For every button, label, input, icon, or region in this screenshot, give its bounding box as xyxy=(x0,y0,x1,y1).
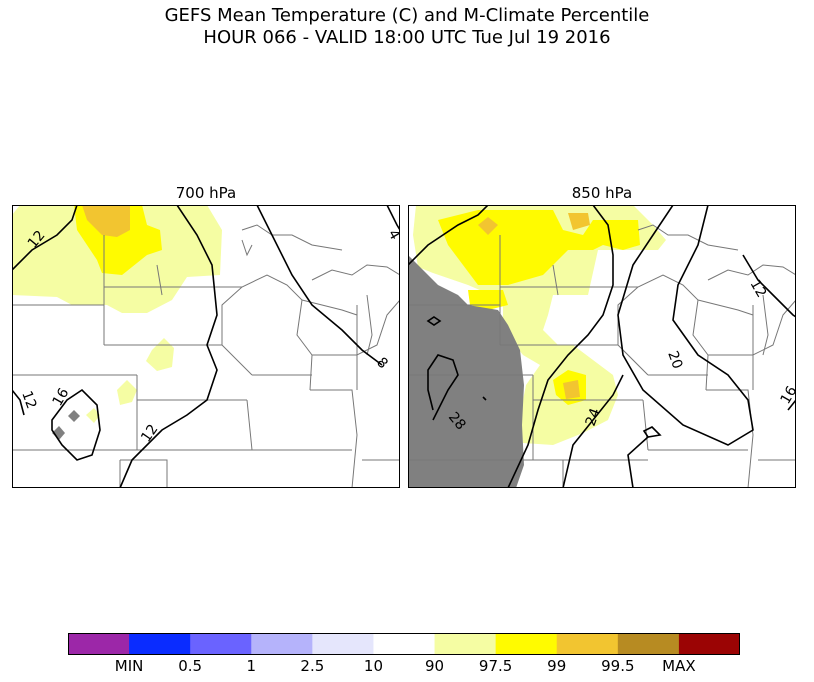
contour-label: 12 xyxy=(747,277,770,300)
colorbar-tick-label: 99 xyxy=(547,657,567,675)
shade-99-5-850-c xyxy=(563,380,580,399)
shade-99-5-700 xyxy=(82,205,130,237)
shade-97-5-700-b xyxy=(146,338,174,371)
temperature-contours-850 xyxy=(408,205,796,488)
figure-title-line2: HOUR 066 - VALID 18:00 UTC Tue Jul 19 20… xyxy=(203,27,611,48)
colorbar-bin xyxy=(190,633,252,655)
shade-97-5-700-c xyxy=(117,380,137,405)
percentile-shading-700 xyxy=(12,205,222,440)
colorbar-bin xyxy=(495,633,558,655)
contour-label: 12 xyxy=(18,389,39,411)
gray-terrain-850 xyxy=(408,255,524,488)
map-700hpa: 12 4 8 16 12 12 xyxy=(12,205,400,488)
contour-labels-850: 12 20 24 28 16 xyxy=(445,277,796,433)
gray-700 xyxy=(68,410,80,422)
colorbar-bin xyxy=(678,633,741,655)
colorbar-tick-label: 10 xyxy=(363,657,383,675)
contour-label: 16 xyxy=(50,385,73,409)
colorbar-bin xyxy=(556,633,619,655)
percentile-colorbar xyxy=(68,633,741,655)
gray-700-b xyxy=(52,426,65,440)
map-frame xyxy=(12,205,400,488)
shade-99-5-850 xyxy=(478,217,498,235)
colorbar-bin xyxy=(251,633,313,655)
colorbar-bin xyxy=(434,633,497,655)
colorbar-frame xyxy=(68,633,740,655)
colorbar-tick-label: 90 xyxy=(424,657,445,675)
temperature-contours-700 xyxy=(12,205,400,488)
colorbar-tick-label: 2.5 xyxy=(300,657,325,675)
colorbar-tick-label: MIN xyxy=(114,657,144,675)
map-850hpa: 12 20 24 28 16 xyxy=(408,205,796,488)
colorbar-tick-label: 99.5 xyxy=(601,657,635,675)
contour-label: 16 xyxy=(778,383,796,407)
colorbar-bin xyxy=(312,633,374,655)
colorbar-svg xyxy=(68,633,741,655)
contour-label: 24 xyxy=(583,406,604,428)
percentile-shading-850 xyxy=(408,205,666,488)
shade-97-5-700-d xyxy=(86,408,100,423)
shade-99-5-850-b xyxy=(568,213,590,230)
contour-label: 12 xyxy=(138,422,161,446)
contour-label: 8 xyxy=(373,355,391,373)
panel-700-title: 700 hPa xyxy=(175,184,237,202)
colorbar-bin xyxy=(373,633,436,655)
state-borders-850 xyxy=(408,224,796,488)
contour-label: 4 xyxy=(385,227,400,243)
colorbar-bin xyxy=(68,633,130,655)
figure-title-line1: GEFS Mean Temperature (C) and M-Climate … xyxy=(164,5,650,26)
colorbar-tick-label: 1 xyxy=(246,657,257,675)
state-borders-700 xyxy=(12,224,400,488)
map-850hpa-svg: 12 20 24 28 16 xyxy=(408,205,796,488)
map-700hpa-svg: 12 4 8 16 12 12 xyxy=(12,205,400,488)
contour-label: 20 xyxy=(664,349,685,371)
colorbar-bin xyxy=(129,633,191,655)
colorbar-tick-label: 0.5 xyxy=(178,657,203,675)
panel-850-title: 850 hPa xyxy=(571,184,633,202)
colorbar-tick-label: 97.5 xyxy=(478,657,513,675)
map-frame xyxy=(408,205,796,488)
colorbar-tick-label: MAX xyxy=(662,657,696,675)
colorbar-bin xyxy=(617,633,680,655)
